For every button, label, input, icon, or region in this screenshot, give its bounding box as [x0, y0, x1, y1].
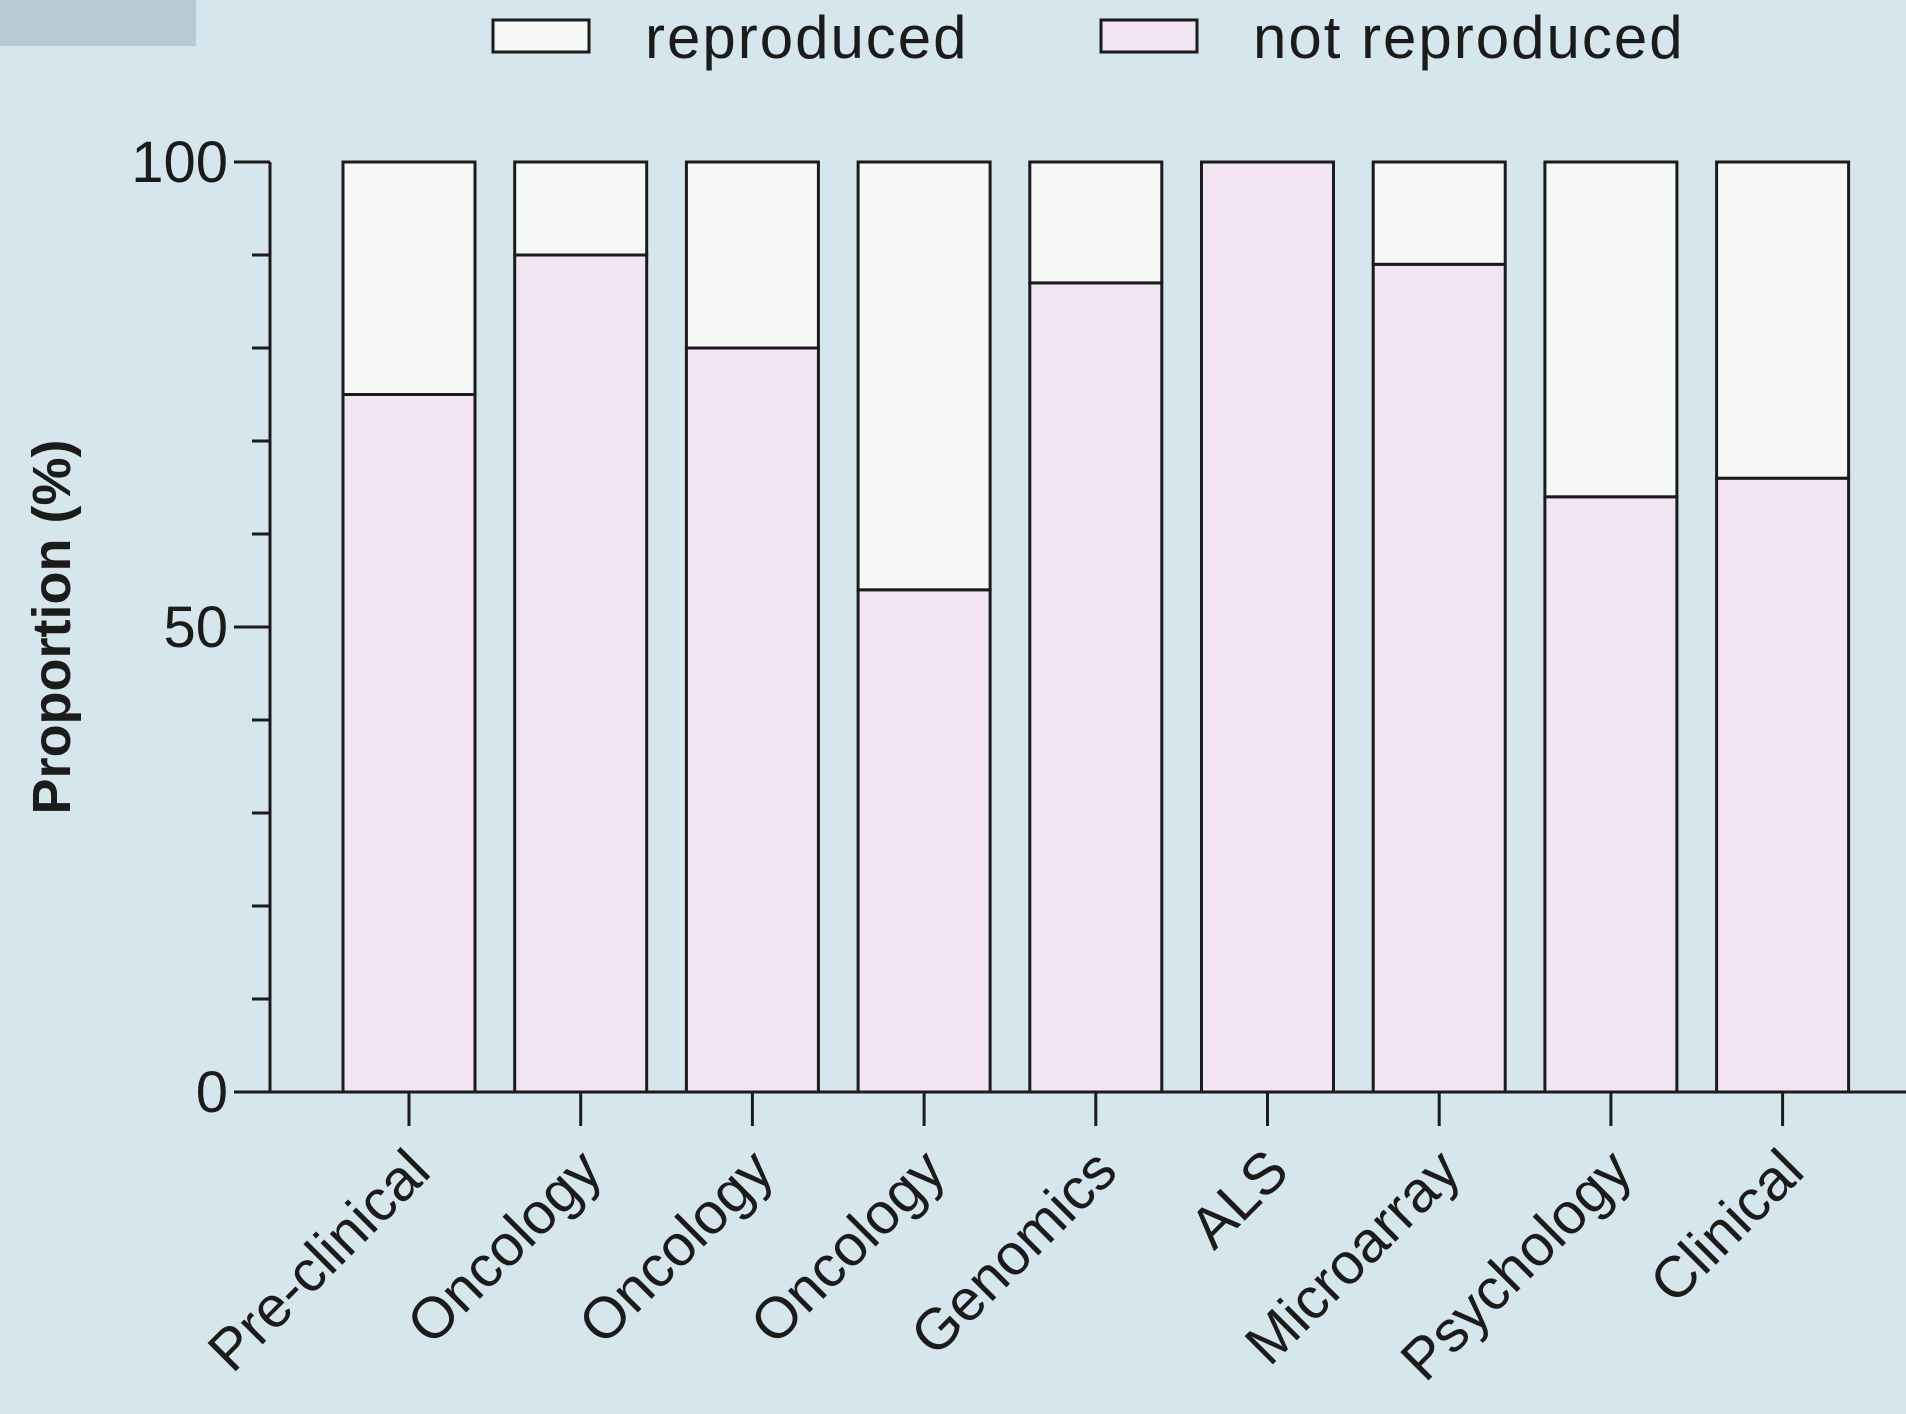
- bar-segment-not-reproduced: [1371, 262, 1507, 1094]
- bar-segment-not-reproduced: [1715, 476, 1851, 1094]
- bar-segment-reproduced: [856, 160, 992, 592]
- bar-segment-reproduced: [341, 160, 477, 396]
- legend-label-reproduced: reproduced: [645, 4, 969, 71]
- top-left-panel-patch: [0, 0, 196, 46]
- bars: [341, 160, 1851, 1094]
- bar-segment-reproduced: [1371, 160, 1507, 266]
- x-tick-label: Clinical: [1638, 1137, 1816, 1315]
- legend: reproduced not reproduced: [491, 4, 1685, 71]
- bar-segment-not-reproduced: [1028, 281, 1164, 1094]
- x-tick-label: ALS: [1177, 1137, 1300, 1260]
- y-axis-title: Proportion (%): [22, 440, 82, 815]
- legend-swatch-reproduced: [491, 18, 591, 54]
- bar-segment-not-reproduced: [1200, 160, 1335, 1094]
- bar-segment-reproduced: [1715, 160, 1851, 480]
- legend-label-not-reproduced: not reproduced: [1253, 4, 1685, 71]
- y-tick-label: 0: [196, 1060, 228, 1125]
- x-axis: Pre-clinicalOncologyOncologyOncologyGeno…: [196, 1090, 1906, 1393]
- bar-segment-not-reproduced: [1543, 495, 1679, 1094]
- bar-segment-not-reproduced: [513, 253, 649, 1094]
- y-axis: 0 50 100: [131, 130, 272, 1125]
- y-tick-label: 100: [131, 130, 228, 195]
- legend-swatch-not-reproduced: [1099, 18, 1199, 54]
- y-tick-label: 50: [163, 595, 228, 660]
- bar-segment-reproduced: [513, 160, 649, 257]
- bar-segment-reproduced: [1028, 160, 1164, 285]
- bar-segment-not-reproduced: [856, 588, 992, 1094]
- bar-segment-not-reproduced: [684, 346, 820, 1094]
- bar-segment-reproduced: [1543, 160, 1679, 499]
- bar-segment-not-reproduced: [341, 393, 477, 1094]
- bar-segment-reproduced: [684, 160, 820, 350]
- x-tick-label: Pre-clinical: [196, 1137, 443, 1384]
